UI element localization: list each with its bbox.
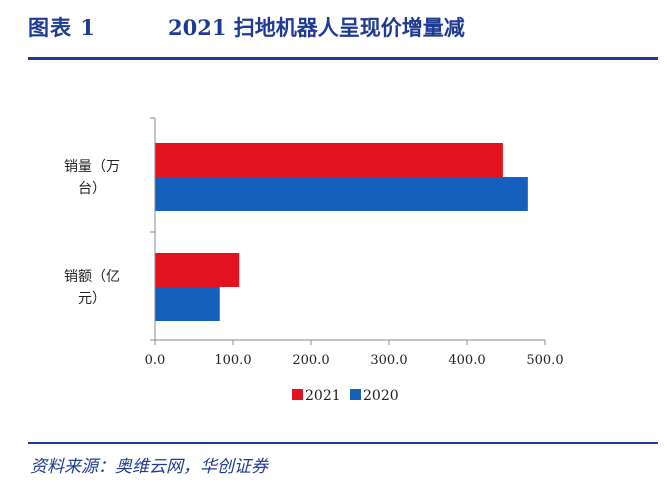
x-tick-label-5: 500.0 <box>526 353 563 368</box>
bar-chart: 销量（万台） 销额（亿元） 0.0 100.0 200.0 300.0 400.0 500.0… <box>64 117 564 404</box>
x-tick-label-3: 300.0 <box>370 353 407 368</box>
x-tick-label-0: 0.0 <box>145 353 166 368</box>
category-label-1-0: 销额（亿 <box>64 269 120 285</box>
figure-label: 图表 1 <box>28 15 96 40</box>
x-tick-label-4: 400.0 <box>448 353 485 368</box>
bar-2021-1 <box>155 253 240 287</box>
legend-label-2021: 2021 <box>305 388 341 404</box>
legend-label-2020: 2020 <box>363 388 399 404</box>
category-label-0-0: 销量（万 <box>64 159 120 175</box>
bar-2020-0 <box>155 177 528 211</box>
bottom-rule <box>28 442 658 444</box>
source-note: 资料来源：奥维云网，华创证券 <box>30 457 268 477</box>
x-tick-label-1: 100.0 <box>214 353 251 368</box>
category-label-1-1: 元） <box>78 291 106 307</box>
top-rule <box>28 57 658 60</box>
bar-2020-1 <box>155 287 220 321</box>
x-tick-label-2: 200.0 <box>292 353 329 368</box>
legend-swatch-2020 <box>350 389 361 400</box>
category-label-0-1: 台） <box>78 181 106 197</box>
bar-2021-0 <box>155 143 503 177</box>
title-bar: 图表 1 2021 扫地机器人呈现价增量减 <box>0 0 667 62</box>
chart-title: 2021 扫地机器人呈现价增量减 <box>168 15 465 40</box>
legend-swatch-2021 <box>292 389 303 400</box>
